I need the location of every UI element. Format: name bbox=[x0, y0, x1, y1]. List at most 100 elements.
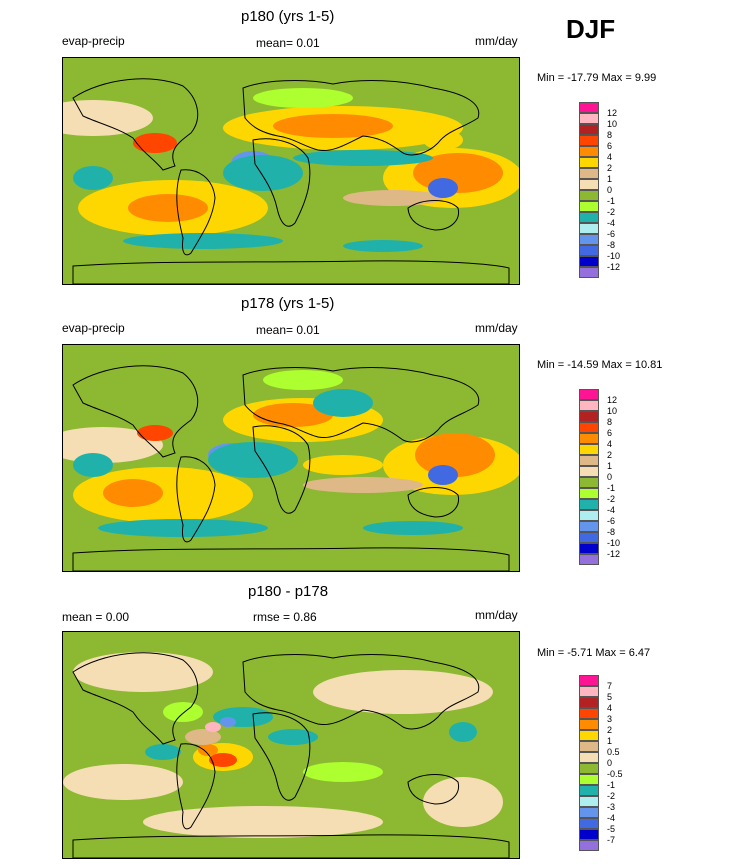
colorbar-tick-label: 4 bbox=[607, 703, 613, 713]
colorbar-swatch bbox=[579, 719, 599, 730]
contour-region bbox=[313, 389, 373, 417]
colorbar-tick-label: 2 bbox=[607, 450, 613, 460]
contour-region bbox=[63, 764, 183, 800]
contour-region bbox=[343, 190, 443, 206]
colorbar-swatch bbox=[579, 697, 599, 708]
colorbar-tick-label: 10 bbox=[607, 119, 618, 129]
colorbar-tick-label: -6 bbox=[607, 516, 616, 526]
colorbar-swatch bbox=[579, 168, 599, 179]
panel2-minmax: Min = -14.59 Max = 10.81 bbox=[537, 359, 663, 371]
colorbar-tick-label: 0 bbox=[607, 185, 613, 195]
contour-region bbox=[198, 744, 218, 756]
colorbar-swatch bbox=[579, 157, 599, 168]
season-label: DJF bbox=[566, 14, 616, 44]
colorbar-swatch bbox=[579, 532, 599, 543]
contour-region bbox=[123, 233, 283, 249]
contour-region bbox=[63, 100, 153, 136]
colorbar-swatch bbox=[579, 840, 599, 851]
colorbar-swatch bbox=[579, 499, 599, 510]
contour-region bbox=[253, 88, 353, 108]
coastline bbox=[407, 487, 460, 518]
contour-region bbox=[423, 777, 503, 827]
panel3-rmse-label: rmse = 0.86 bbox=[253, 610, 317, 624]
coastline bbox=[72, 652, 199, 745]
contour-region bbox=[293, 150, 433, 166]
colorbar-tick-label: 8 bbox=[607, 130, 613, 140]
colorbar-tick-label: -1 bbox=[607, 780, 616, 790]
coastline bbox=[72, 260, 510, 284]
contour-region bbox=[73, 453, 113, 477]
colorbar-tick-label: -3 bbox=[607, 802, 616, 812]
contour-region bbox=[303, 477, 423, 493]
contour-region bbox=[220, 717, 236, 727]
colorbar-tick-label: -10 bbox=[607, 538, 621, 548]
colorbar-swatch bbox=[579, 400, 599, 411]
contour-region bbox=[268, 729, 318, 745]
colorbar-swatch bbox=[579, 785, 599, 796]
colorbar-swatch bbox=[579, 135, 599, 146]
colorbar-swatch bbox=[579, 675, 599, 686]
map-svg bbox=[63, 58, 519, 284]
contour-region bbox=[428, 178, 458, 198]
coastline bbox=[72, 365, 199, 458]
contour-region bbox=[209, 753, 237, 767]
coastline bbox=[252, 138, 311, 227]
coastline bbox=[176, 456, 216, 543]
coastline bbox=[242, 80, 480, 156]
colorbar-tick-label: -5 bbox=[607, 824, 616, 834]
panel1-colorbar: 12 10 8 6 4 2 1 0 -1 -2 -4 -6 -8 -10 -12 bbox=[579, 102, 639, 282]
contour-region bbox=[208, 442, 298, 478]
panel1-map bbox=[62, 57, 520, 285]
colorbar-swatch bbox=[579, 455, 599, 466]
colorbar-tick-label: 4 bbox=[607, 439, 613, 449]
colorbar-tick-label: -4 bbox=[607, 218, 616, 228]
contour-region bbox=[423, 130, 463, 150]
coastline bbox=[252, 425, 311, 514]
panel2-title: p178 (yrs 1-5) bbox=[241, 295, 335, 312]
coastline bbox=[407, 774, 460, 805]
colorbar-swatch bbox=[579, 190, 599, 201]
colorbar-tick-label: 3 bbox=[607, 714, 613, 724]
colorbar-swatch bbox=[579, 741, 599, 752]
colorbar-tick-label: -12 bbox=[607, 549, 621, 559]
colorbar-swatch bbox=[579, 212, 599, 223]
contour-region bbox=[103, 479, 163, 507]
colorbar-swatch bbox=[579, 146, 599, 157]
colorbar-tick-label: -8 bbox=[607, 527, 616, 537]
colorbar-tick-label: -7 bbox=[607, 835, 616, 845]
coastline bbox=[252, 712, 311, 801]
colorbar-swatch bbox=[579, 124, 599, 135]
colorbar-swatch bbox=[579, 223, 599, 234]
panel3-colorbar: 7 5 4 3 2 1 0.5 0 -0.5 -1 -2 -3 -4 -5 -7 bbox=[579, 675, 639, 855]
colorbar-tick-label: 2 bbox=[607, 163, 613, 173]
contour-region bbox=[253, 403, 333, 427]
colorbar-tick-label: -4 bbox=[607, 505, 616, 515]
colorbar-swatch bbox=[579, 444, 599, 455]
panel3-mean-label: mean = 0.00 bbox=[62, 610, 130, 624]
panel2-variable-label: evap-precip bbox=[62, 321, 125, 335]
colorbar-swatch bbox=[579, 234, 599, 245]
colorbar-swatch bbox=[579, 730, 599, 741]
colorbar-tick-label: 6 bbox=[607, 141, 613, 151]
colorbar-swatch bbox=[579, 543, 599, 554]
colorbar-swatch bbox=[579, 102, 599, 113]
colorbar-tick-label: -10 bbox=[607, 251, 621, 261]
colorbar-tick-label: -0.5 bbox=[607, 769, 623, 779]
colorbar-swatch bbox=[579, 201, 599, 212]
map-svg bbox=[63, 632, 519, 858]
contour-region bbox=[363, 521, 463, 535]
colorbar-swatch bbox=[579, 411, 599, 422]
contour-region bbox=[128, 194, 208, 222]
colorbar-tick-label: -2 bbox=[607, 494, 616, 504]
colorbar-swatch bbox=[579, 752, 599, 763]
contour-region bbox=[145, 744, 181, 760]
colorbar-tick-label: -4 bbox=[607, 813, 616, 823]
colorbar-swatch bbox=[579, 113, 599, 124]
colorbar-swatch bbox=[579, 510, 599, 521]
colorbar-tick-label: 0 bbox=[607, 472, 613, 482]
colorbar-swatch bbox=[579, 763, 599, 774]
colorbar-swatch bbox=[579, 818, 599, 829]
colorbar-tick-label: 6 bbox=[607, 428, 613, 438]
colorbar-swatch bbox=[579, 179, 599, 190]
coastline bbox=[242, 654, 480, 730]
